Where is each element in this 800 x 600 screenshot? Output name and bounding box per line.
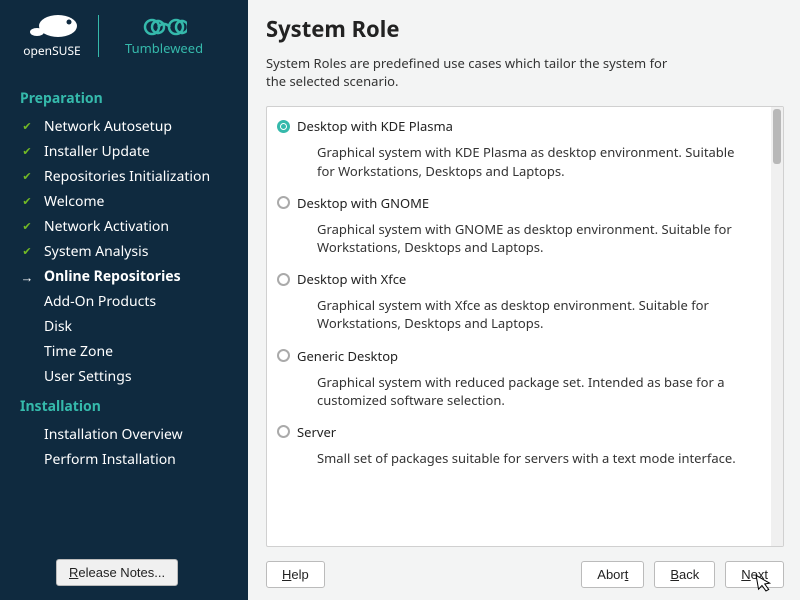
tumbleweed-logo: Tumbleweed (113, 15, 203, 57)
sidebar-item[interactable]: • Add-On Products (16, 289, 232, 314)
nav-section-preparation: Preparation (20, 89, 228, 108)
sidebar-item[interactable]: ✔ Repositories Initialization (16, 164, 232, 189)
sidebar-item-label: Disk (44, 317, 72, 336)
sidebar-item[interactable]: → Online Repositories (16, 264, 232, 289)
nav: Preparation ✔ Network Autosetup ✔ Installer… (0, 69, 248, 545)
sidebar-item[interactable]: ✔ System Analysis (16, 239, 232, 264)
scrollbar-thumb[interactable] (773, 109, 781, 164)
check-icon: ✔ (20, 244, 34, 259)
sidebar-item-label: System Analysis (44, 242, 148, 261)
release-notes-button[interactable]: Release Notes... (56, 559, 178, 586)
logo-area: openSUSE Tumbleweed (0, 0, 248, 69)
sidebar-item-label: User Settings (44, 367, 132, 386)
sidebar-item[interactable]: ✔ Welcome (16, 189, 232, 214)
tumbleweed-label: Tumbleweed (125, 39, 203, 57)
main-panel: System Role System Roles are predefined … (248, 0, 800, 600)
role-label: Desktop with KDE Plasma (297, 117, 453, 135)
sidebar-item[interactable]: ✔ Network Autosetup (16, 114, 232, 139)
sidebar-item-label: Add-On Products (44, 292, 156, 311)
check-icon: ✔ (20, 169, 34, 184)
scrollbar[interactable] (771, 107, 783, 546)
gecko-icon (20, 12, 84, 42)
sidebar-item[interactable]: ✔ Network Activation (16, 214, 232, 239)
sidebar-item[interactable]: • User Settings (16, 364, 232, 389)
sidebar-item-label: Installation Overview (44, 425, 183, 444)
role-label: Server (297, 423, 336, 441)
help-button[interactable]: Help (266, 561, 325, 588)
blank-icon: • (20, 294, 34, 309)
sidebar-item-label: Installer Update (44, 142, 150, 161)
infinity-icon (141, 15, 187, 39)
role-option[interactable]: Server Small set of packages suitable for… (277, 423, 757, 467)
role-description: Small set of packages suitable for serve… (317, 449, 747, 467)
opensuse-logo: openSUSE (20, 12, 84, 59)
blank-icon: • (20, 319, 34, 334)
role-label: Desktop with Xfce (297, 270, 406, 288)
radio-icon[interactable] (277, 273, 290, 286)
radio-icon[interactable] (277, 349, 290, 362)
role-option[interactable]: Desktop with Xfce Graphical system with X… (277, 270, 757, 332)
sidebar-item[interactable]: • Disk (16, 314, 232, 339)
blank-icon: • (20, 369, 34, 384)
role-description: Graphical system with GNOME as desktop e… (317, 220, 747, 256)
check-icon: ✔ (20, 219, 34, 234)
blank-icon: • (20, 427, 34, 442)
role-description: Graphical system with reduced package se… (317, 373, 747, 409)
sidebar-item-label: Time Zone (44, 342, 113, 361)
page-title: System Role (266, 14, 784, 44)
check-icon: ✔ (20, 144, 34, 159)
abort-button[interactable]: Abort (581, 561, 644, 588)
sidebar-item[interactable]: ✔ Installer Update (16, 139, 232, 164)
role-description: Graphical system with Xfce as desktop en… (317, 296, 747, 332)
radio-icon[interactable] (277, 120, 290, 133)
nav-section-installation: Installation (20, 397, 228, 416)
back-button[interactable]: Back (654, 561, 715, 588)
sidebar-item-label: Network Activation (44, 217, 169, 236)
sidebar-item[interactable]: • Installation Overview (16, 422, 232, 447)
sidebar-item-label: Repositories Initialization (44, 167, 210, 186)
next-button[interactable]: Next (725, 561, 784, 588)
sidebar-item[interactable]: • Perform Installation (16, 447, 232, 472)
roles-box: Desktop with KDE Plasma Graphical system … (266, 106, 784, 547)
role-label: Generic Desktop (297, 347, 398, 365)
role-option[interactable]: Generic Desktop Graphical system with red… (277, 347, 757, 409)
blank-icon: • (20, 344, 34, 359)
sidebar-item[interactable]: • Time Zone (16, 339, 232, 364)
role-label: Desktop with GNOME (297, 194, 429, 212)
sidebar-item-label: Online Repositories (44, 267, 181, 286)
radio-icon[interactable] (277, 425, 290, 438)
sidebar-item-label: Perform Installation (44, 450, 176, 469)
arrow-icon: → (20, 268, 34, 286)
page-subtitle: System Roles are predefined use cases wh… (266, 54, 686, 90)
logo-divider (98, 15, 99, 57)
role-option[interactable]: Desktop with GNOME Graphical system with … (277, 194, 757, 256)
role-description: Graphical system with KDE Plasma as desk… (317, 143, 747, 179)
role-option[interactable]: Desktop with KDE Plasma Graphical system … (277, 117, 757, 179)
blank-icon: • (20, 452, 34, 467)
sidebar-item-label: Welcome (44, 192, 104, 211)
opensuse-label: openSUSE (23, 42, 80, 59)
roles-list: Desktop with KDE Plasma Graphical system … (267, 107, 771, 546)
check-icon: ✔ (20, 194, 34, 209)
radio-icon[interactable] (277, 196, 290, 209)
check-icon: ✔ (20, 119, 34, 134)
button-bar: Help Abort Back Next (266, 561, 784, 588)
sidebar-item-label: Network Autosetup (44, 117, 172, 136)
sidebar: openSUSE Tumbleweed Preparation ✔ Network… (0, 0, 248, 600)
